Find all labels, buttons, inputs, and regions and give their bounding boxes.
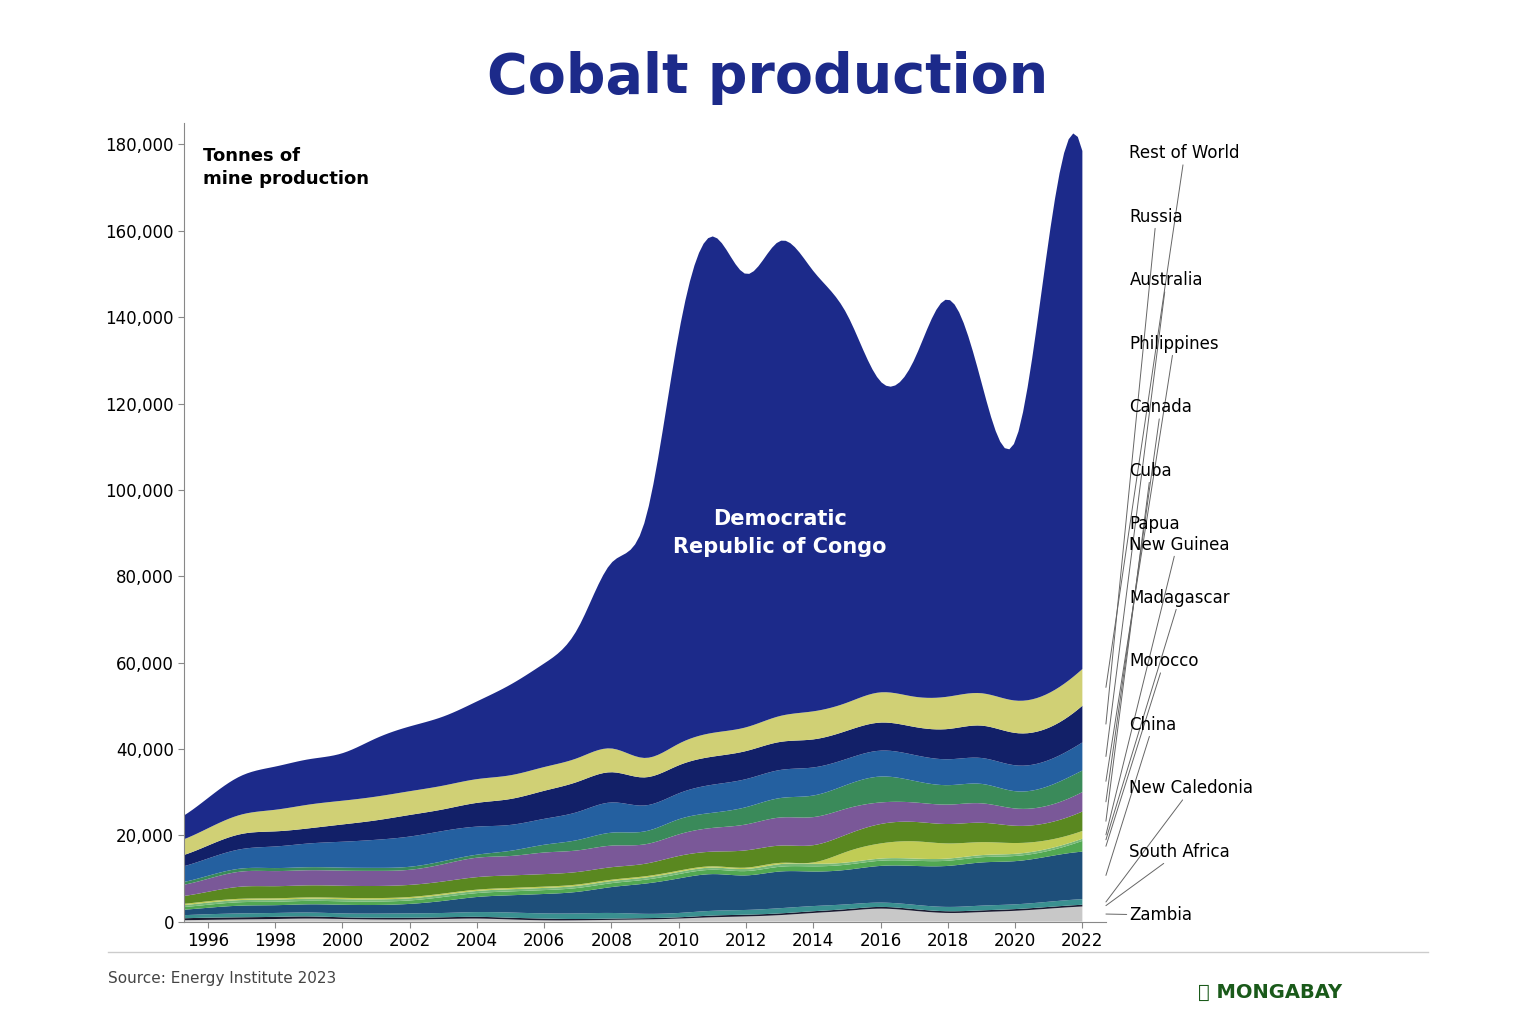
- Text: Tonnes of
mine production: Tonnes of mine production: [203, 146, 369, 188]
- Text: Zambia: Zambia: [1106, 906, 1192, 924]
- Text: Morocco: Morocco: [1106, 652, 1200, 846]
- Text: 🦎 MONGABAY: 🦎 MONGABAY: [1198, 983, 1342, 1002]
- Text: Philippines: Philippines: [1106, 335, 1220, 781]
- Text: China: China: [1106, 716, 1177, 876]
- Text: Cuba: Cuba: [1106, 462, 1172, 821]
- Text: Source: Energy Institute 2023: Source: Energy Institute 2023: [108, 971, 336, 986]
- Text: New Caledonia: New Caledonia: [1106, 779, 1253, 902]
- Text: South Africa: South Africa: [1106, 843, 1230, 905]
- Text: Madagascar: Madagascar: [1106, 589, 1230, 840]
- Text: Canada: Canada: [1106, 398, 1192, 802]
- Text: Russia: Russia: [1106, 208, 1183, 724]
- Text: Papua
New Guinea: Papua New Guinea: [1106, 515, 1230, 835]
- Text: Democratic
Republic of Congo: Democratic Republic of Congo: [673, 509, 886, 557]
- Text: Australia: Australia: [1106, 271, 1203, 757]
- Text: Rest of World: Rest of World: [1106, 144, 1240, 687]
- Text: Cobalt production: Cobalt production: [487, 51, 1049, 105]
